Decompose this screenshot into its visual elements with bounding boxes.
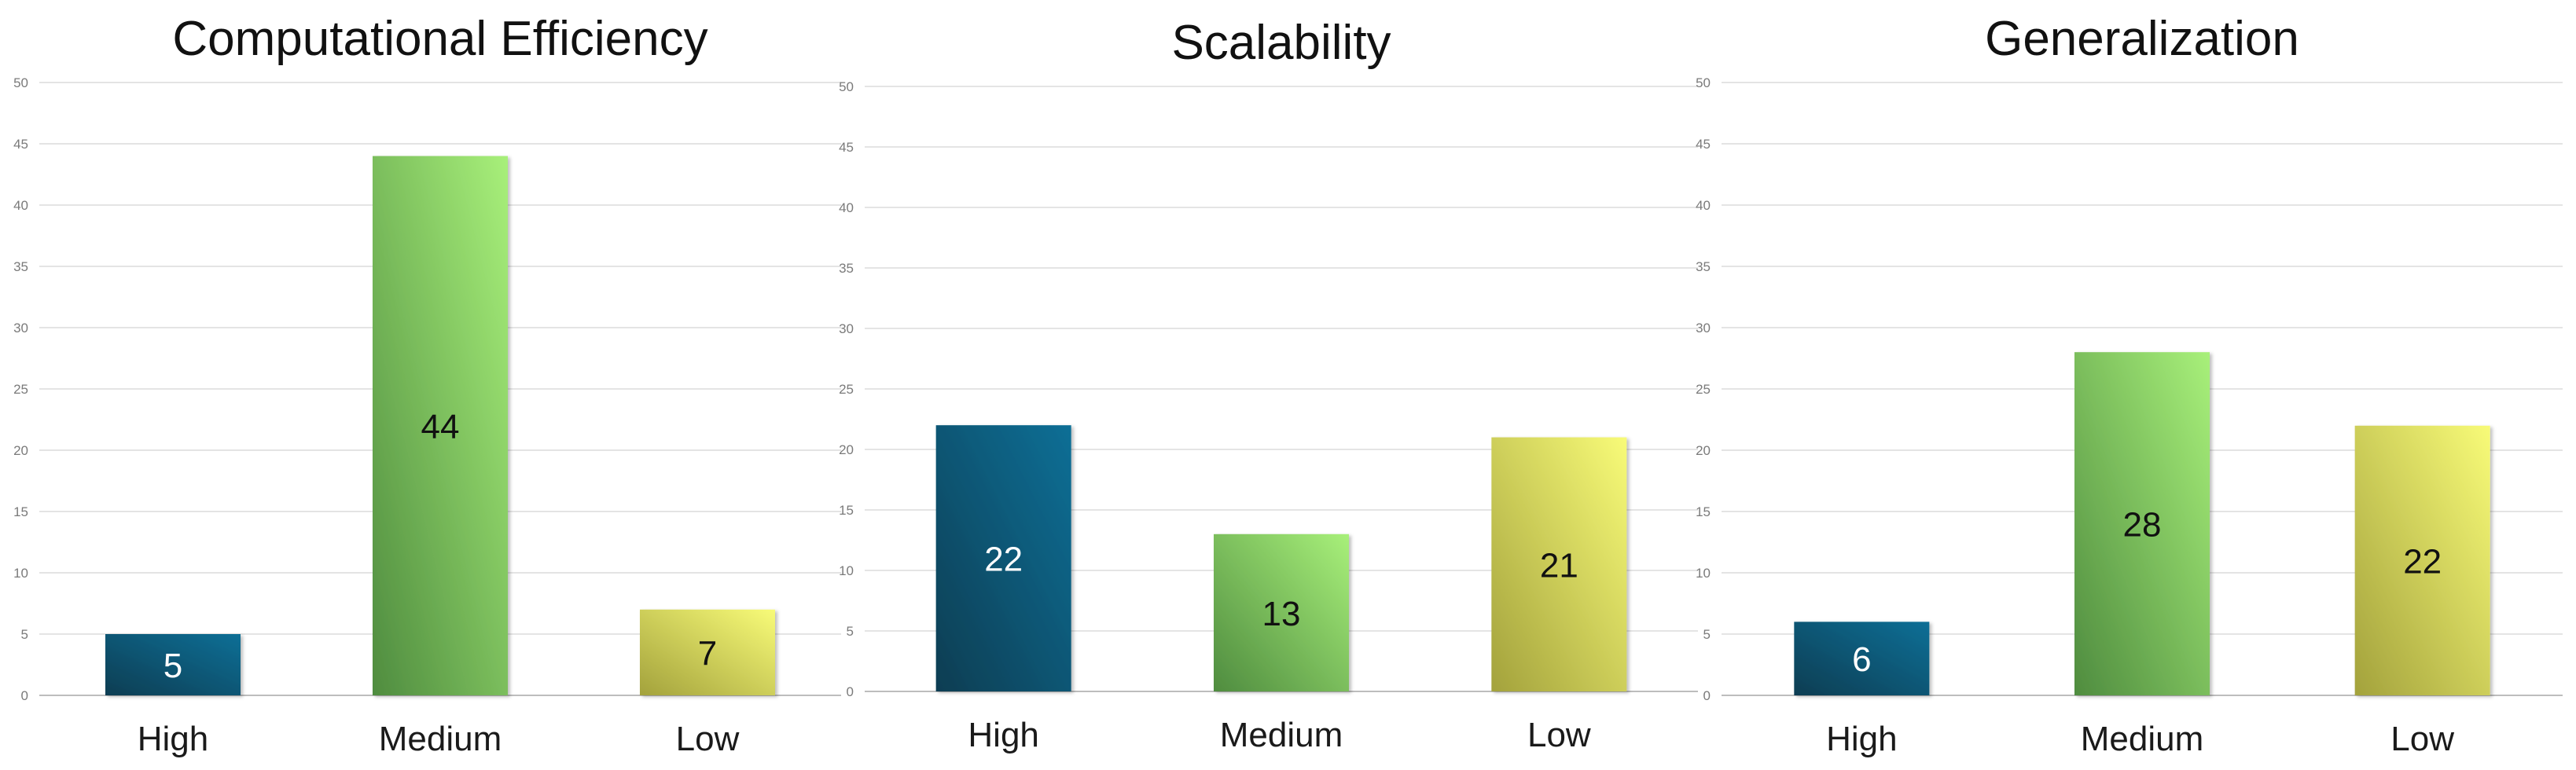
chart-title: Generalization [1985,12,2299,66]
bar-high [1794,622,1930,695]
y-tick-label: 45 [1696,137,1711,152]
y-tick-label: 25 [13,382,28,397]
y-tick-label: 45 [839,140,854,155]
y-tick-label: 30 [839,321,854,336]
chart-panel-3: 0 5 10 15 20 25 30 35 40 45 50 Generalization 6 High 2… [1696,12,2563,758]
y-tick-label: 25 [1696,382,1711,397]
y-tick-label: 0 [847,684,854,699]
y-tick-label: 35 [1696,259,1711,274]
x-tick-label: Medium [1220,716,1343,754]
data-label: 6 [1852,640,1871,679]
data-label: 5 [164,647,182,685]
bar-low [2354,425,2490,695]
y-tick-label: 15 [13,504,28,519]
y-tick-label: 40 [13,198,28,213]
data-label: 44 [421,408,460,446]
x-tick-label: High [968,716,1039,754]
y-tick-label: 50 [839,79,854,94]
data-label: 22 [2403,542,2442,581]
y-tick-label: 45 [13,137,28,152]
data-label: 28 [2123,506,2162,544]
y-tick-label: 40 [1696,198,1711,213]
y-tick-label: 15 [839,503,854,518]
y-tick-label: 0 [21,688,28,703]
y-tick-label: 20 [13,443,28,458]
chart-title: Scalability [1171,16,1391,70]
data-label: 13 [1262,595,1301,633]
data-label: 21 [1540,546,1578,585]
y-tick-label: 5 [847,624,854,639]
x-tick-label: High [138,720,209,758]
chart-title: Computational Efficiency [172,12,707,66]
y-tick-label: 5 [21,627,28,642]
y-tick-label: 25 [839,382,854,397]
y-tick-label: 0 [1703,688,1711,703]
x-tick-label: Medium [2081,720,2204,758]
y-tick-label: 5 [1703,627,1711,642]
y-tick-label: 40 [839,200,854,215]
y-tick-label: 10 [13,566,28,581]
bar-medium [1214,534,1349,691]
y-tick-label: 20 [839,442,854,457]
bar-high [105,634,241,695]
y-tick-label: 50 [1696,75,1711,90]
y-tick-label: 30 [1696,321,1711,336]
y-tick-label: 35 [13,259,28,274]
bar-medium [2074,352,2210,695]
y-tick-label: 30 [13,321,28,336]
chart-panel-1: 0 5 10 15 20 25 30 35 40 45 50 Computational Effici… [13,12,841,758]
bar-high [935,425,1071,691]
y-tick-label: 10 [1696,566,1711,581]
x-tick-label: Low [676,720,740,758]
y-tick-label: 20 [1696,443,1711,458]
chart-panel-2: 0 5 10 15 20 25 30 35 40 45 50 Scalability 22 High 13 M… [839,16,1698,754]
x-tick-label: Medium [379,720,502,758]
bar-low [1491,437,1627,691]
y-tick-label: 15 [1696,504,1711,519]
bar-low [640,609,775,695]
y-tick-label: 35 [839,261,854,276]
bar-medium [373,156,508,696]
y-tick-label: 10 [839,563,854,578]
data-label: 22 [984,541,1023,579]
x-tick-label: High [1826,720,1898,758]
data-label: 7 [698,634,717,673]
y-tick-label: 50 [13,75,28,90]
x-tick-label: Low [2390,720,2454,758]
x-tick-label: Low [1527,716,1591,754]
